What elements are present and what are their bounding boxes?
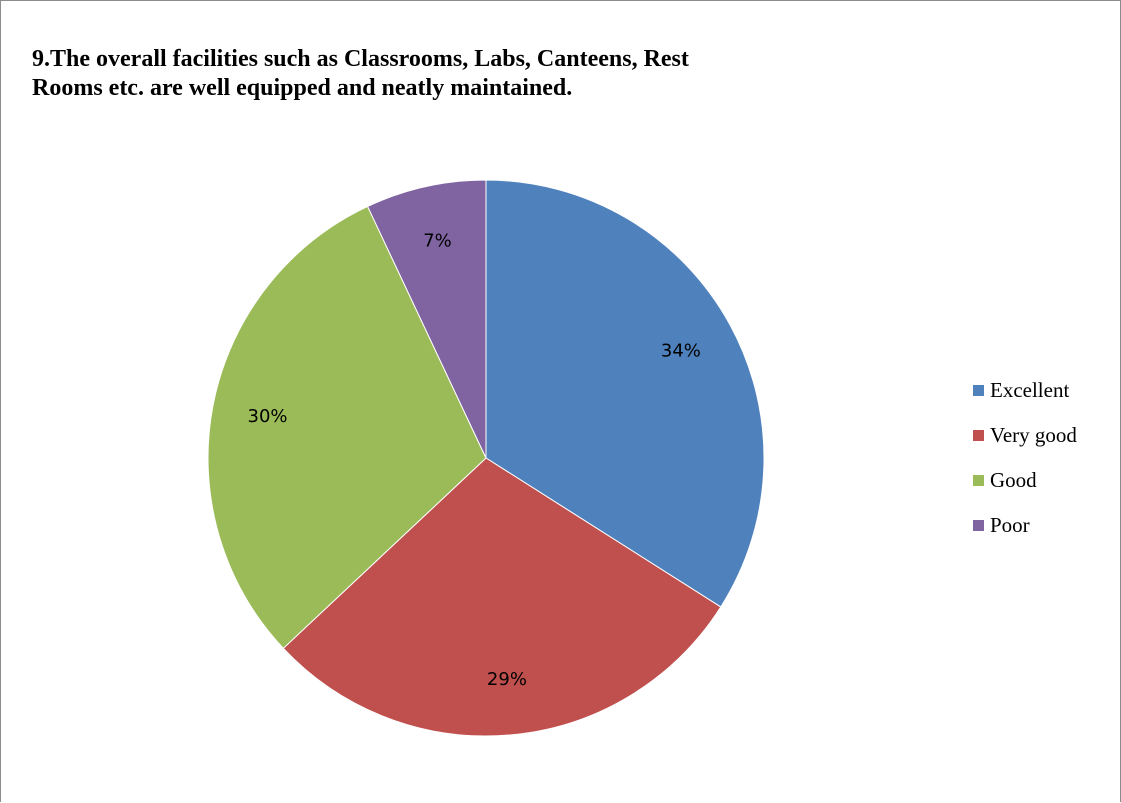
legend-item-poor: Poor [973, 510, 1077, 540]
legend-label-excellent: Excellent [990, 377, 1070, 402]
data-label-good: 30% [248, 406, 288, 427]
legend-swatch-excellent [973, 384, 984, 396]
legend-item-very-good: Very good [973, 420, 1077, 450]
chart-title-line-1: 9.The overall facilities such as Classro… [32, 46, 689, 72]
chart-legend: Excellent Very good Good Poor [973, 375, 1077, 555]
chart-title: 9.The overall facilities such as Classro… [32, 45, 892, 103]
legend-swatch-very-good [973, 429, 984, 441]
pie-slice-excellent [485, 179, 765, 608]
legend-label-very-good: Very good [990, 422, 1077, 447]
legend-item-excellent: Excellent [973, 375, 1077, 405]
data-label-excellent: 34% [661, 340, 701, 361]
data-label-poor: 7% [423, 230, 452, 251]
data-label-very-good: 29% [487, 669, 527, 690]
legend-label-good: Good [990, 467, 1037, 492]
pie-slice-poor [366, 179, 487, 459]
pie-slice-very-good [282, 457, 722, 737]
pie-slice-good [207, 205, 487, 650]
legend-label-poor: Poor [990, 512, 1030, 537]
chart-title-line-2: Rooms etc. are well equipped and neatly … [32, 75, 573, 101]
legend-swatch-good [973, 474, 984, 486]
legend-swatch-poor [973, 519, 984, 531]
legend-item-good: Good [973, 465, 1077, 495]
